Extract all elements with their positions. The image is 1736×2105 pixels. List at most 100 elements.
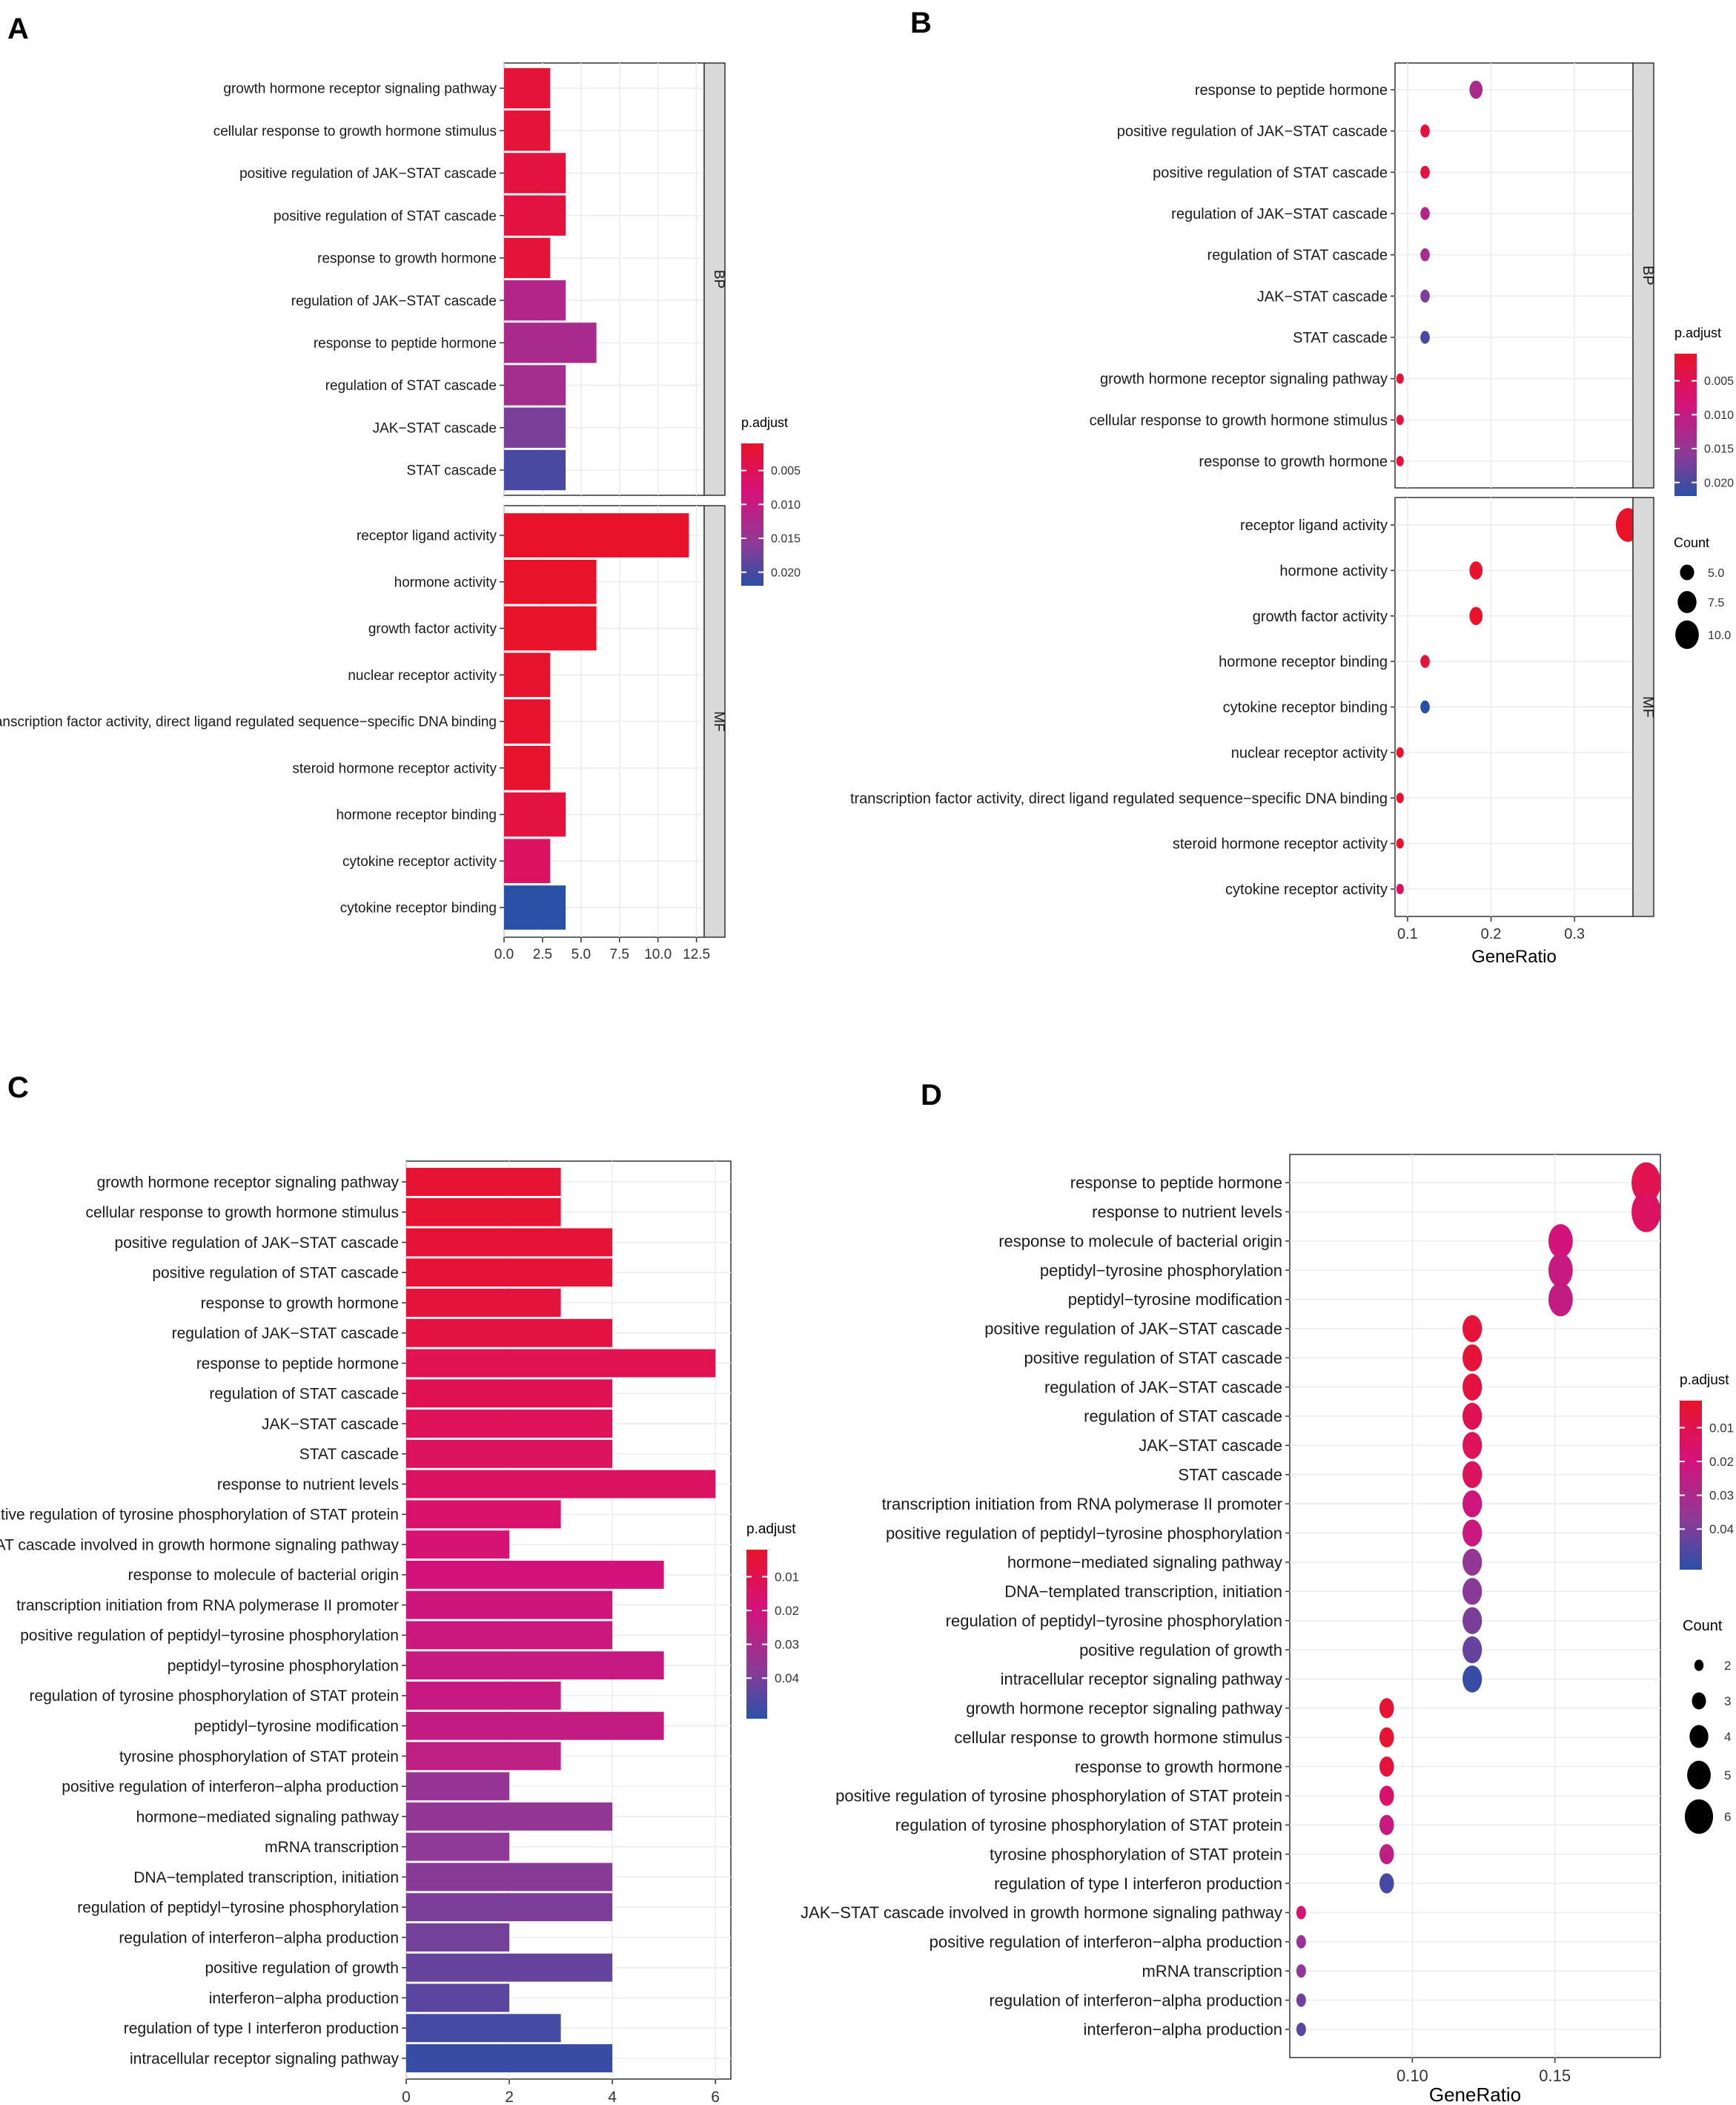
y-tick-label: DNA−templated transcription, initiation — [133, 1869, 399, 1886]
bar — [406, 1711, 664, 1740]
colorbar-tick-label: 0.01 — [775, 1570, 799, 1584]
y-tick-label: response to peptide hormone — [196, 1355, 399, 1372]
panel-b-chart: response to peptide hormone positive regu… — [850, 62, 1734, 967]
colorbar-tick-label: 0.005 — [771, 465, 801, 477]
dot — [1379, 1785, 1394, 1806]
dot — [1462, 1432, 1482, 1459]
dot — [1379, 1873, 1394, 1894]
y-tick-label: response to peptide hormone — [314, 336, 497, 351]
legend-title-padjust: p.adjust — [746, 1521, 796, 1537]
y-tick-label: peptidyl−tyrosine modification — [1068, 1290, 1282, 1309]
x-tick-label: 0.0 — [494, 947, 514, 962]
dot — [1420, 124, 1430, 138]
dot — [1462, 1402, 1482, 1430]
y-tick-label: peptidyl−tyrosine phosphorylation — [168, 1657, 399, 1674]
y-tick-label: regulation of interferon−alpha productio… — [989, 1991, 1282, 2009]
y-tick-label: positive regulation of JAK−STAT cascade — [1117, 124, 1388, 140]
bar — [504, 839, 551, 884]
x-tick-label: 0.3 — [1564, 926, 1585, 942]
bar — [504, 449, 566, 491]
y-tick-label: response to growth hormone — [201, 1295, 399, 1312]
bar — [504, 110, 551, 151]
x-axis-title: GeneRatio — [1429, 2083, 1521, 2105]
legend-title-padjust: p.adjust — [1674, 326, 1721, 340]
bar — [406, 1742, 561, 1771]
x-tick-label: 10.0 — [644, 947, 672, 962]
y-tick-label: regulation of STAT cascade — [209, 1386, 399, 1403]
x-tick-label: 0.10 — [1397, 2066, 1428, 2085]
count-legend-label: 5.0 — [1708, 567, 1724, 580]
dot — [1296, 1993, 1306, 2007]
bar — [504, 195, 566, 236]
bar — [406, 1168, 561, 1196]
facet-strip — [703, 62, 726, 496]
dot — [1462, 1315, 1482, 1343]
y-tick-label: growth factor activity — [368, 621, 497, 637]
facet-strip — [1632, 497, 1654, 917]
y-tick-label: STAT cascade — [407, 463, 497, 479]
count-legend-dot — [1680, 564, 1694, 581]
y-tick-label: cytokine receptor binding — [1223, 700, 1388, 716]
count-legend-dot — [1677, 591, 1697, 613]
y-tick-label: regulation of tyrosine phosphorylation o… — [30, 1688, 399, 1705]
facet-strip-label: BP — [711, 270, 726, 288]
bar — [406, 2044, 613, 2072]
y-tick-label: transcription factor activity, direct li… — [0, 715, 497, 730]
panel-label-a: A — [7, 13, 29, 45]
y-tick-label: regulation of interferon−alpha productio… — [119, 1929, 399, 1946]
bar — [406, 1772, 510, 1801]
x-tick-label: 0 — [402, 2089, 411, 2105]
dot — [1548, 1253, 1573, 1287]
y-tick-label: response to growth hormone — [1199, 454, 1388, 470]
y-tick-label: STAT cascade — [1293, 330, 1388, 346]
dot — [1296, 1964, 1306, 1978]
count-legend-label: 6 — [1724, 1810, 1731, 1824]
y-tick-label: cellular response to growth hormone stim… — [85, 1204, 399, 1221]
y-tick-label: positive regulation of STAT cascade — [1153, 165, 1388, 181]
count-legend-dot — [1675, 620, 1699, 650]
y-tick-label: cellular response to growth hormone stim… — [1090, 412, 1388, 429]
y-tick-label: positive regulation of interferon−alpha … — [930, 1933, 1282, 1952]
y-tick-label: interferon−alpha production — [209, 1990, 399, 2007]
dot — [1631, 1162, 1661, 1203]
y-tick-label: hormone receptor binding — [336, 807, 497, 823]
x-tick-label: 0.15 — [1539, 2066, 1571, 2085]
bar — [406, 1289, 561, 1317]
y-tick-label: receptor ligand activity — [1240, 518, 1388, 534]
dot — [1396, 456, 1404, 466]
y-tick-label: growth hormone receptor signaling pathwa… — [966, 1699, 1282, 1718]
bar — [504, 652, 551, 698]
bar — [406, 1197, 561, 1226]
colorbar-tick-label: 0.010 — [771, 499, 801, 512]
bar — [406, 1470, 716, 1498]
count-legend-label: 4 — [1724, 1730, 1731, 1744]
y-tick-label: cytokine receptor activity — [1225, 882, 1388, 898]
legend-title-padjust: p.adjust — [741, 415, 788, 430]
y-tick-label: intracellular receptor signaling pathway — [130, 2050, 400, 2067]
colorbar — [746, 1550, 767, 1719]
facet-panel-bp — [1394, 62, 1634, 489]
y-tick-label: regulation of peptidyl−tyrosine phosphor… — [77, 1900, 399, 1917]
bar — [504, 745, 551, 790]
bar — [504, 407, 566, 448]
x-tick-label: 2 — [505, 2089, 514, 2105]
dot — [1379, 1814, 1394, 1835]
y-tick-label: hormone−mediated signaling pathway — [136, 1808, 400, 1825]
bar — [406, 2014, 561, 2043]
bar — [406, 1349, 716, 1378]
y-tick-label: positive regulation of tyrosine phosphor… — [835, 1787, 1282, 1805]
panel-label-c: C — [7, 1071, 29, 1104]
y-tick-label: interferon−alpha production — [1084, 2020, 1282, 2039]
y-tick-label: transcription initiation from RNA polyme… — [16, 1597, 399, 1614]
y-tick-label: regulation of JAK−STAT cascade — [172, 1325, 399, 1342]
y-tick-label: mRNA transcription — [1142, 1962, 1282, 1980]
facet-strip — [1632, 62, 1654, 489]
y-tick-label: response to nutrient levels — [1092, 1203, 1282, 1221]
y-tick-label: response to molecule of bacterial origin — [128, 1567, 399, 1584]
colorbar — [1680, 1401, 1702, 1570]
count-legend-label: 10.0 — [1708, 629, 1731, 642]
dot — [1396, 414, 1404, 426]
x-tick-label: 5.0 — [572, 947, 591, 962]
y-tick-label: growth hormone receptor signaling pathwa… — [223, 82, 497, 97]
